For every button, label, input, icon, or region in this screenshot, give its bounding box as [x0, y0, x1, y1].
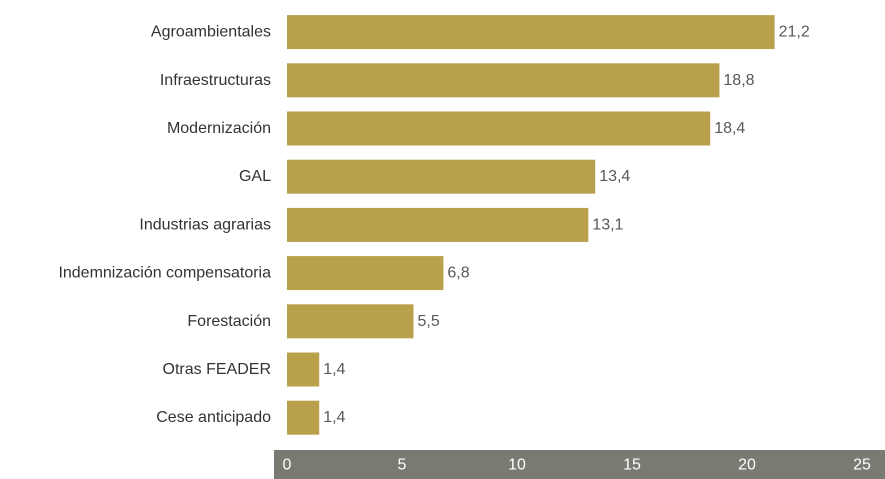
category-label: Forestación [187, 313, 271, 330]
category-label: Otras FEADER [163, 361, 271, 378]
bars-group [287, 15, 775, 435]
value-label: 21,2 [779, 24, 810, 41]
bar-8 [287, 400, 320, 435]
bar-4 [287, 207, 589, 242]
value-labels-group: 21,2 18,8 18,4 13,4 13,1 6,8 5,5 1,4 1,4 [323, 24, 810, 427]
x-tick-label: 5 [398, 457, 407, 474]
x-tick-label: 20 [738, 457, 756, 474]
category-label: Modernización [167, 120, 271, 137]
x-axis-ticks-group: 0 5 10 15 20 25 [283, 457, 871, 474]
x-tick-label: 0 [283, 457, 292, 474]
category-label: Indemnización compensatoria [58, 265, 271, 282]
bar-5 [287, 256, 444, 291]
category-label: Infraestructuras [160, 72, 271, 89]
category-label: Industrias agrarias [139, 216, 271, 233]
x-tick-label: 15 [623, 457, 641, 474]
x-tick-label: 10 [508, 457, 526, 474]
category-label: Cese anticipado [156, 409, 271, 426]
category-labels-group: Agroambientales Infraestructuras Moderniza… [58, 24, 271, 427]
value-label: 18,8 [723, 72, 754, 89]
bar-6 [287, 304, 414, 339]
value-label: 13,1 [592, 216, 623, 233]
bar-3 [287, 159, 596, 194]
bar-1 [287, 63, 720, 98]
value-label: 6,8 [447, 265, 469, 282]
bar-0 [287, 15, 775, 50]
bar-7 [287, 352, 320, 387]
category-label: GAL [239, 168, 271, 185]
bar-2 [287, 111, 711, 146]
value-label: 18,4 [714, 120, 745, 137]
x-tick-label: 25 [853, 457, 871, 474]
value-label: 1,4 [323, 361, 345, 378]
value-label: 5,5 [418, 313, 440, 330]
x-axis-band [274, 450, 885, 479]
value-label: 1,4 [323, 409, 345, 426]
value-label: 13,4 [599, 168, 630, 185]
category-label: Agroambientales [151, 24, 271, 41]
